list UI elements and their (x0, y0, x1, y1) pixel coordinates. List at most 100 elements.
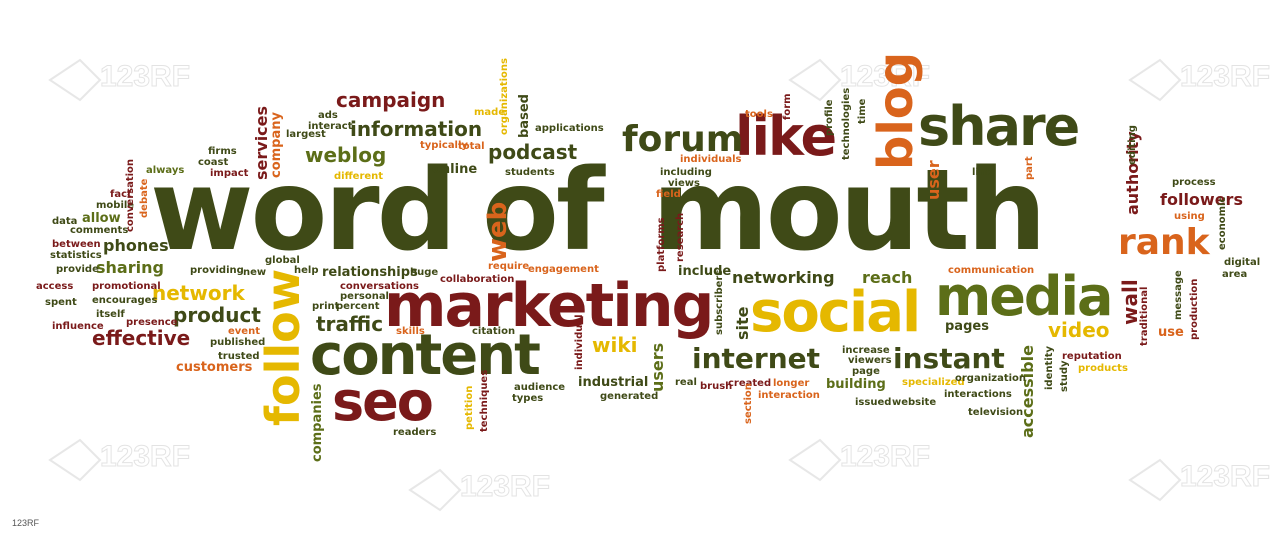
word-engagement: engagement (528, 264, 599, 275)
word-services: services (252, 105, 271, 180)
camera-icon (788, 58, 842, 102)
word-digital: digital (1224, 257, 1261, 268)
word-sharing: sharing (96, 258, 164, 277)
word-comments: comments (70, 225, 129, 236)
word-companies: companies (310, 383, 325, 462)
word-access: access (36, 281, 74, 292)
word-created: created (728, 378, 772, 389)
word-reputation: reputation (1062, 351, 1122, 362)
watermark-logo: 123RF (40, 420, 191, 500)
watermark-text: 123RF (459, 470, 551, 504)
word-promotional: promotional (92, 281, 161, 292)
watermark-text: 123RF (839, 60, 931, 94)
word-internet: internet (692, 342, 821, 375)
word-coast: coast (198, 157, 229, 168)
word-readers: readers (393, 427, 437, 438)
word-increase: increase (842, 345, 890, 356)
word-area: area (1222, 269, 1248, 280)
word-global: global (265, 255, 300, 266)
word-specialized: specialized (902, 377, 965, 388)
word-impact: impact (210, 168, 249, 179)
watermark-text: 123RF (1179, 460, 1271, 494)
word-require: require (488, 261, 530, 272)
word-marketing: marketing (384, 271, 714, 341)
word-company: company (269, 112, 284, 178)
word-followers: followers (1160, 190, 1243, 209)
camera-icon (408, 468, 462, 512)
watermark-logo: 123RF (780, 40, 931, 120)
watermark-logo: 123RF (780, 420, 931, 500)
word-phones: phones (103, 236, 169, 255)
word-individuals: individuals (680, 154, 742, 165)
watermark-logo: 123RF (400, 450, 551, 530)
word-statistics: statistics (50, 250, 102, 261)
word-percent: percent (336, 301, 380, 312)
word-organizations: organizations (499, 58, 510, 135)
word-use: use (1158, 325, 1184, 340)
word-message: message (1173, 270, 1184, 320)
word-customers: customers (176, 360, 253, 375)
word-fact: fact (110, 189, 132, 200)
word-video: video (1048, 318, 1110, 342)
word-based: based (517, 94, 532, 138)
camera-icon (1128, 58, 1182, 102)
camera-icon (48, 438, 102, 482)
word-citation: citation (472, 326, 516, 337)
word-platforms: platforms (656, 217, 667, 272)
word-itself: itself (96, 309, 125, 320)
word-website: website (892, 397, 937, 408)
watermark-text: 123RF (99, 440, 191, 474)
word-content: content (310, 323, 541, 388)
word-form: form (782, 93, 793, 120)
watermark-logo: 123RF (1120, 440, 1271, 520)
word-data: data (52, 216, 78, 227)
word-effective: effective (92, 326, 191, 350)
word-products: products (1078, 363, 1128, 374)
word-largest: largest (286, 129, 326, 140)
word-profile: profile (824, 99, 835, 136)
word-viewers: viewers (848, 355, 892, 366)
word-study: study (1059, 360, 1070, 392)
word-mobile: mobile (96, 200, 135, 211)
watermark-logo: 123RF (40, 40, 191, 120)
word-user: user (924, 160, 943, 200)
word-techniques: techniques (479, 369, 490, 432)
word-personal: personal (340, 291, 389, 302)
watermark-text: 123RF (839, 440, 931, 474)
word-communication: communication (948, 265, 1035, 276)
word-economic: economic (1217, 196, 1228, 250)
word-debate: debate (139, 178, 150, 218)
word-organization: organization (955, 373, 1027, 384)
word-page: page (852, 366, 880, 377)
word-share: share (918, 95, 1080, 158)
word-instant: instant (893, 342, 1005, 375)
word-tools: tools (745, 109, 773, 120)
word-conversations: conversations (340, 281, 419, 292)
word-provide: provide (56, 264, 99, 275)
word-podcast: podcast (488, 140, 578, 164)
word-trusted: trusted (218, 351, 260, 362)
word-link: link (972, 167, 993, 178)
word-using: using (1174, 211, 1205, 222)
word-technologies: technologies (841, 87, 852, 160)
word-research: research (675, 212, 686, 262)
word-presence: presence (126, 317, 178, 328)
word-providing: providing (190, 265, 244, 276)
word-issued: issued (855, 397, 892, 408)
word-online: online (432, 162, 478, 177)
word-wall: wall (1118, 279, 1142, 325)
word-interactions: interactions (944, 389, 1012, 400)
word-traffic: traffic (316, 312, 384, 336)
word-time: time (857, 98, 868, 124)
word-different: different (334, 171, 384, 182)
word-event: event (228, 326, 260, 337)
word-follow: follow (256, 268, 310, 426)
word-relationships: relationships (322, 265, 418, 280)
word-applications: applications (535, 123, 604, 134)
word-subscribers: subscribers (714, 269, 725, 335)
word-hero-mouth: mouth (652, 146, 1047, 276)
word-part: part (1024, 156, 1035, 180)
word-new: new (243, 267, 267, 278)
word-collaboration: collaboration (440, 274, 515, 285)
word-industrial: industrial (578, 375, 649, 390)
